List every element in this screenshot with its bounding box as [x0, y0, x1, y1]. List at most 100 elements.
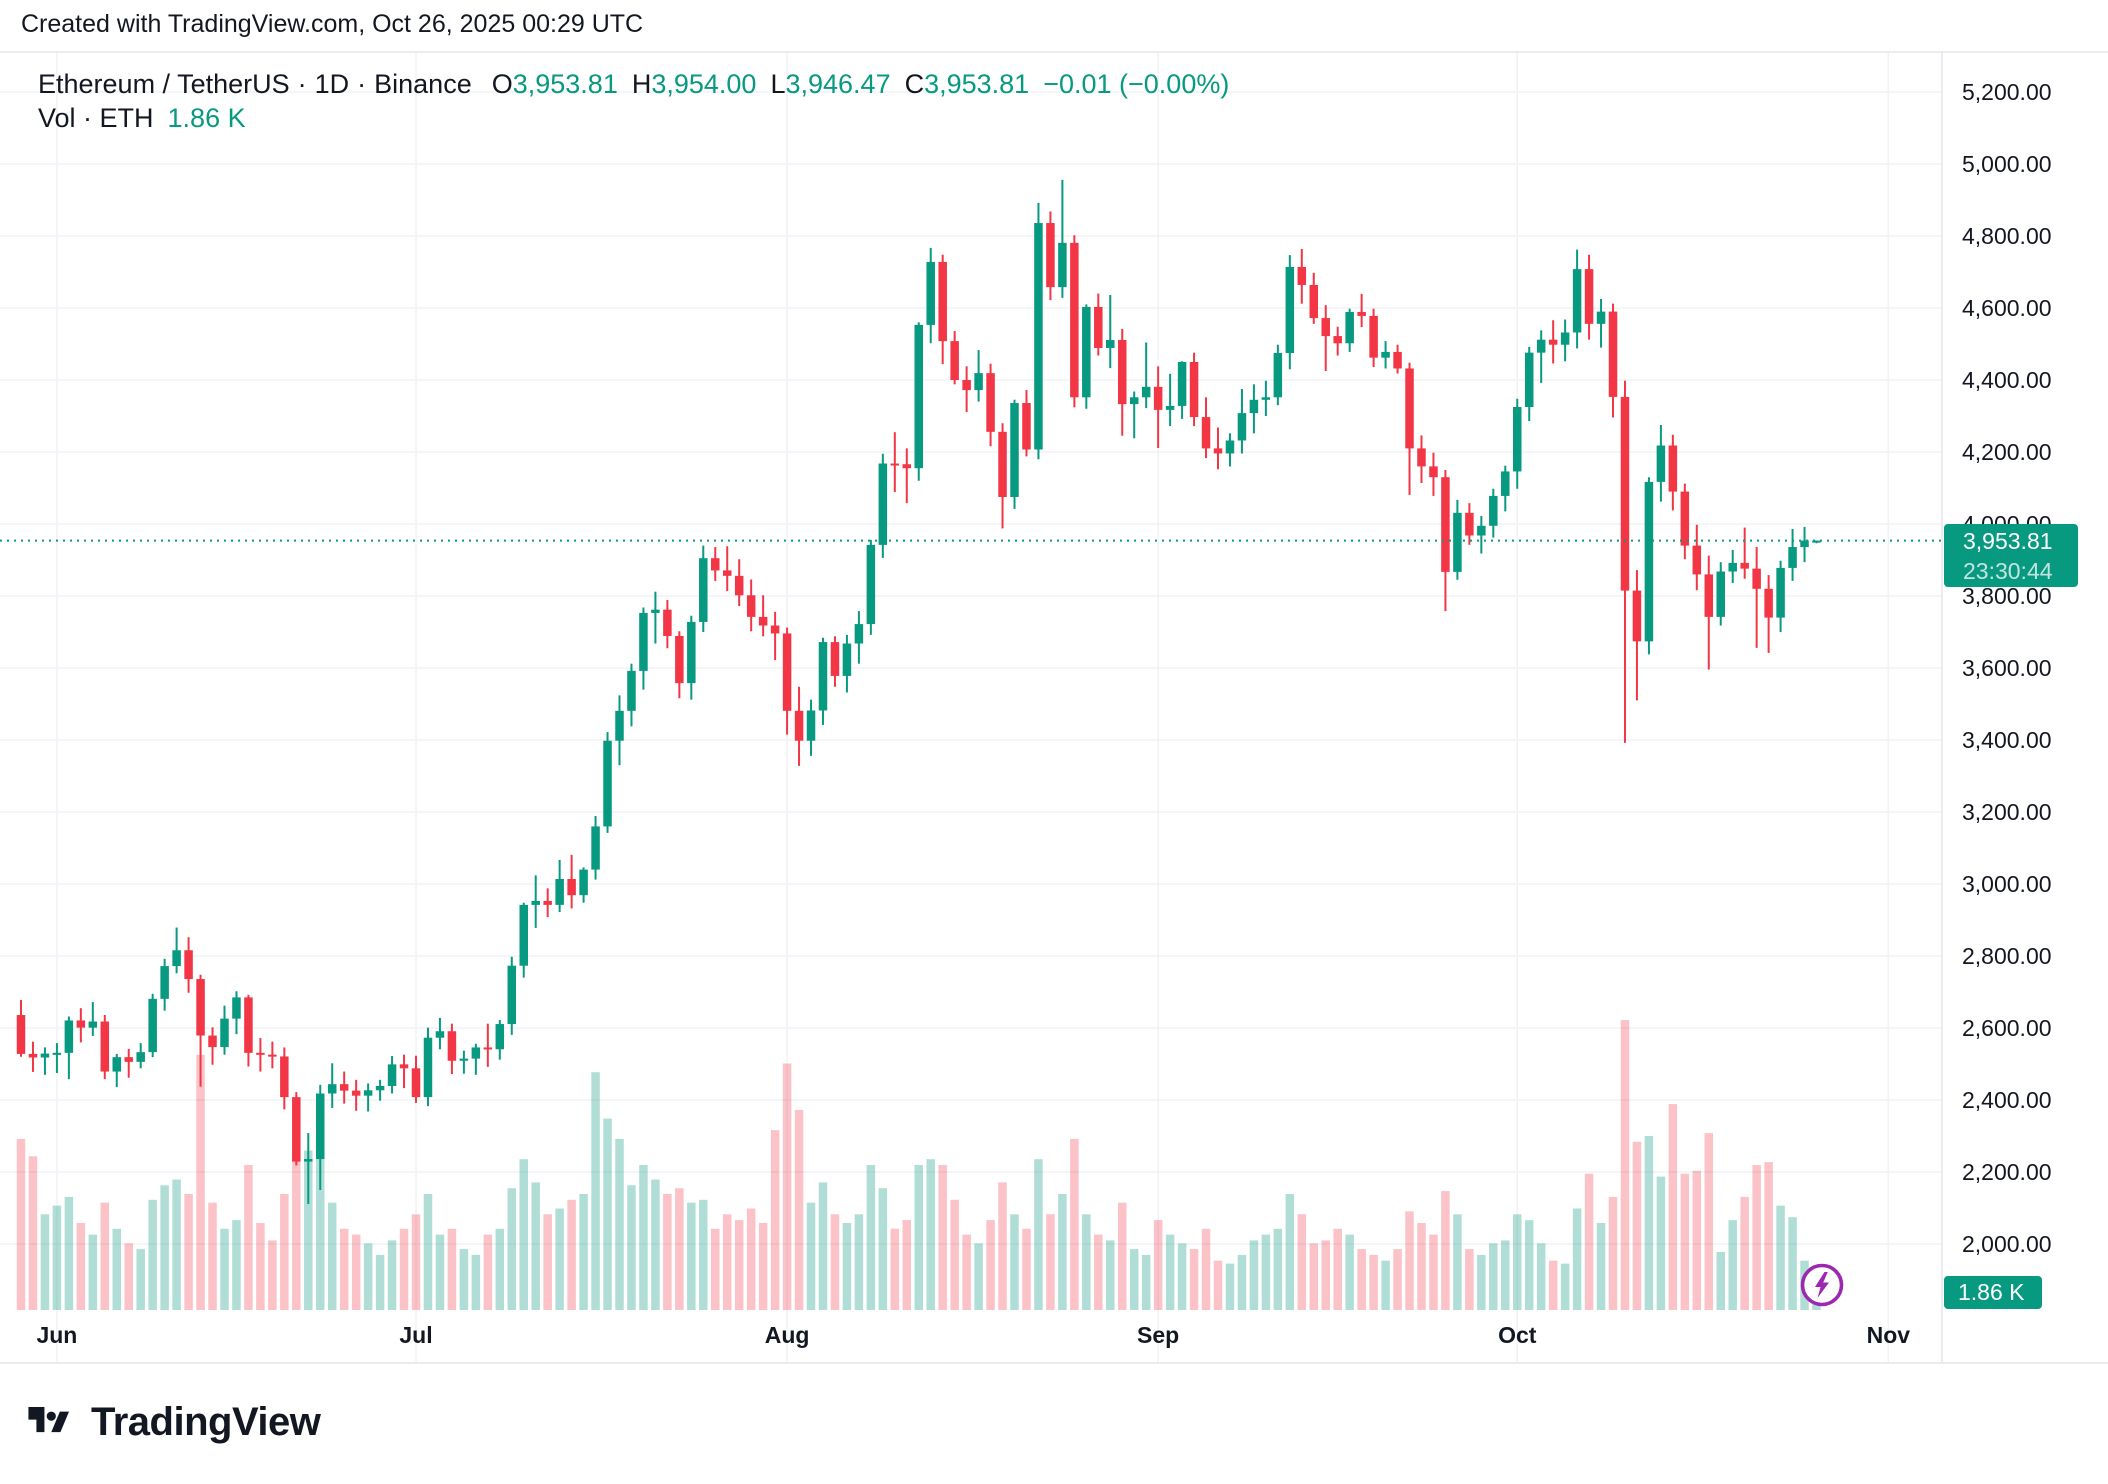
volume-bar — [591, 1072, 600, 1310]
candle-body — [1536, 339, 1546, 353]
volume-bar — [1417, 1223, 1426, 1310]
candle-body — [1740, 562, 1749, 569]
volume-bar — [1776, 1205, 1785, 1310]
candle-down — [663, 599, 672, 649]
candle-body — [244, 997, 253, 1053]
candle-body — [1788, 547, 1797, 568]
candle-body — [591, 826, 600, 870]
volume-bar — [1704, 1133, 1714, 1310]
volume-bar — [1249, 1240, 1259, 1310]
candle-body — [1644, 481, 1654, 642]
volume-bar — [734, 1220, 744, 1310]
candle-body — [1010, 403, 1019, 497]
volume-bar — [1812, 1304, 1821, 1310]
candle-body — [40, 1053, 50, 1058]
volume-bar — [1285, 1194, 1295, 1310]
candle-down — [1022, 390, 1031, 457]
volume-bar — [1213, 1260, 1223, 1310]
candle-body — [758, 616, 768, 626]
chart-legend[interactable]: Ethereum / TetherUS · 1D · Binance O3,953.81 H… — [38, 69, 1229, 100]
candle-down — [208, 1027, 217, 1065]
price-axis-label: 2,200.00 — [1962, 1159, 2052, 1185]
volume-bar — [1668, 1104, 1678, 1310]
volume-bar — [675, 1188, 684, 1310]
candle-up — [1381, 341, 1390, 369]
candle-body — [232, 997, 241, 1019]
volume-bar — [1321, 1240, 1330, 1310]
volume-bar — [1165, 1234, 1175, 1310]
candle-body — [76, 1020, 86, 1028]
candle-body — [363, 1090, 373, 1096]
candle-down — [770, 611, 780, 661]
volume-legend[interactable]: Vol · ETH 1.86 K — [38, 103, 246, 134]
candle-down — [1201, 397, 1211, 459]
candle-up — [1596, 299, 1606, 348]
volume-bar — [483, 1234, 493, 1310]
attribution-text: Created with TradingView.com, Oct 26, 20… — [21, 10, 644, 38]
volume-bar — [818, 1182, 828, 1310]
candle-up — [519, 902, 528, 978]
candle-down — [1704, 555, 1714, 670]
volume-bar — [1584, 1173, 1594, 1310]
candle-body — [794, 710, 804, 741]
volume-bar — [268, 1240, 277, 1310]
candle-down — [1548, 320, 1558, 364]
volume-bar — [160, 1185, 169, 1310]
ohlc-close: C3,953.81 — [904, 69, 1030, 99]
candle-body — [926, 261, 935, 325]
candle-down — [483, 1023, 493, 1067]
volume-bar — [579, 1194, 588, 1310]
candle-body — [1213, 448, 1223, 454]
candle-body — [1716, 571, 1725, 617]
candle-down — [734, 559, 744, 607]
candle-down — [986, 363, 995, 447]
candle-body — [28, 1053, 38, 1058]
candle-body — [1165, 405, 1175, 410]
flash-icon — [1815, 1272, 1829, 1298]
boost-button[interactable] — [1798, 1261, 1846, 1309]
candle-up — [866, 539, 876, 635]
separator: · — [297, 69, 307, 99]
candle-body — [962, 380, 971, 391]
tradingview-logo[interactable]: TradingView — [23, 1400, 321, 1445]
volume-bar — [1788, 1217, 1797, 1310]
candle-body — [1632, 590, 1642, 642]
candle-up — [699, 545, 708, 632]
candle-body — [902, 464, 912, 469]
candle-down — [1321, 305, 1330, 371]
candle-body — [1800, 540, 1809, 548]
candle-body — [890, 463, 900, 466]
candle-up — [687, 615, 696, 700]
candle-down — [1213, 427, 1223, 470]
volume-bar — [1058, 1194, 1067, 1310]
candle-body — [1524, 352, 1534, 407]
volume-bar — [1333, 1228, 1342, 1310]
candle-body — [1034, 223, 1043, 450]
volume-bar — [375, 1254, 385, 1310]
time-axis-label: Aug — [764, 1322, 810, 1348]
candle-down — [1668, 434, 1678, 511]
candle-body — [543, 900, 552, 905]
candle-down — [758, 595, 768, 637]
candle-body — [160, 966, 169, 999]
volume-bar — [459, 1249, 469, 1310]
candle-body — [1620, 396, 1630, 591]
candle-down — [351, 1079, 361, 1111]
volume-bar — [663, 1194, 672, 1310]
candle-up — [1345, 308, 1354, 352]
candle-up — [1177, 361, 1187, 419]
price-axis-label: 2,800.00 — [1962, 943, 2052, 969]
volume-bar — [938, 1165, 947, 1310]
candle-up — [172, 927, 181, 974]
candle-up — [495, 1020, 505, 1060]
candle-body — [88, 1021, 98, 1028]
volume-bar — [555, 1208, 564, 1310]
candle-up — [1716, 562, 1725, 626]
candle-up — [1225, 433, 1235, 467]
volume-bar — [1153, 1220, 1163, 1310]
volume-series — [16, 1020, 1821, 1310]
candle-body — [1417, 448, 1426, 467]
candle-up — [1141, 342, 1151, 409]
candle-body — [567, 878, 576, 896]
